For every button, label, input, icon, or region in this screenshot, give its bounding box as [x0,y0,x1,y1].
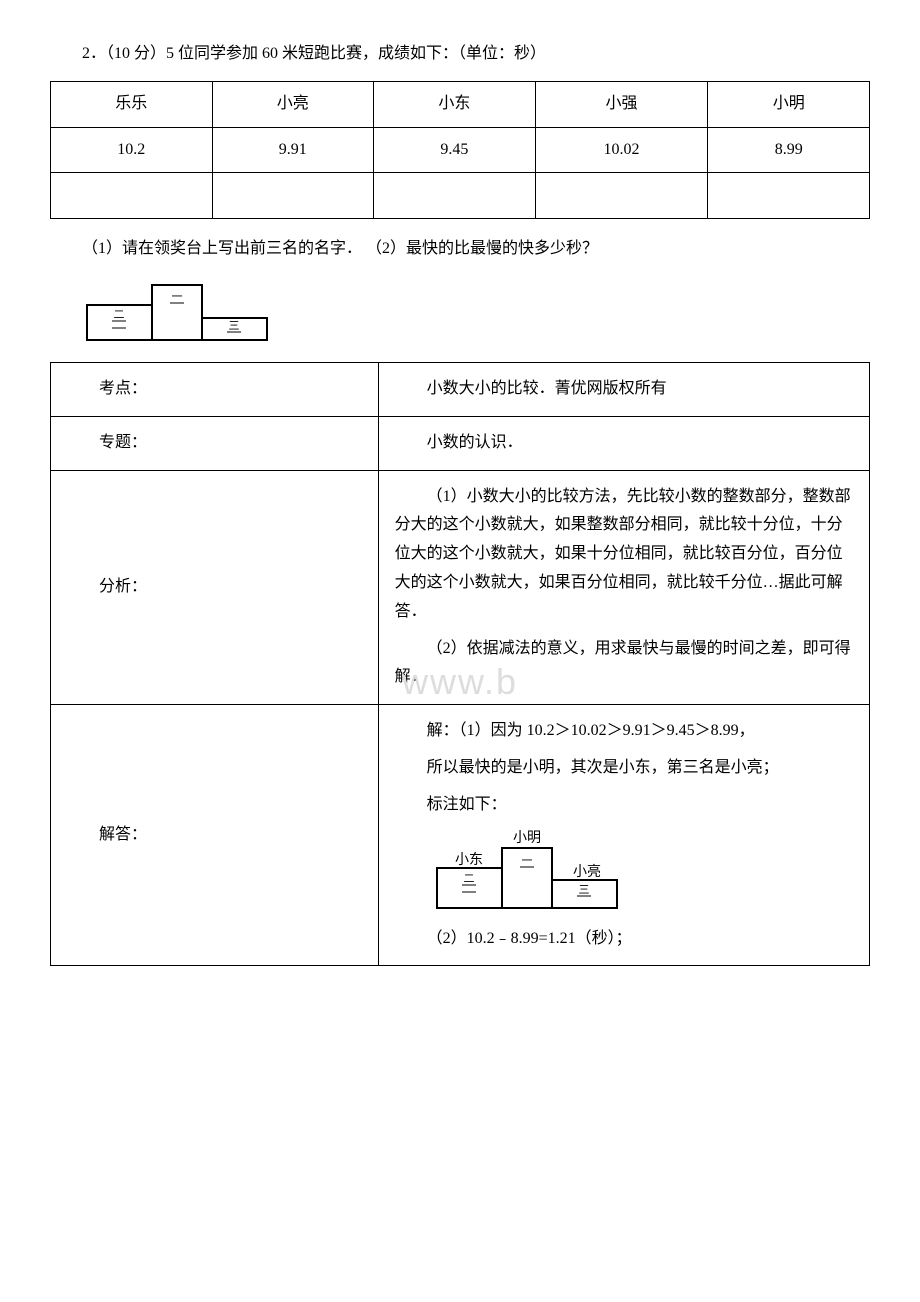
podium-name-third: 小亮 [573,863,601,880]
analysis-label: 分析： [51,470,379,705]
analysis-row-jieda: 解答： 解：（1）因为 10.2＞10.02＞9.91＞9.45＞8.99， 所… [51,705,870,966]
svg-text:三: 三 [578,884,589,896]
empty-cell [374,173,536,219]
analysis-content: （1）小数大小的比较方法，先比较小数的整数部分，整数部分大的这个小数就大，如果整… [378,470,869,705]
podium-name-second: 小东 [455,852,483,868]
sub-question-1: （1）请在领奖台上写出前三名的名字． [82,240,362,257]
value-cell: 10.02 [535,127,708,173]
table-empty-row [51,173,870,219]
content-para: 解：（1）因为 10.2＞10.02＞9.91＞9.45＞8.99， [395,717,853,746]
svg-text:二: 二 [463,873,474,885]
analysis-row-zhuanti: 专题： 小数的认识． [51,416,870,470]
value-cell: 9.91 [212,127,374,173]
podium-answer-diagram: 小明 小东 小亮 一 二 三 [427,828,853,913]
value-cell: 10.2 [51,127,213,173]
header-cell: 乐乐 [51,81,213,127]
content-para: （1）小数大小的比较方法，先比较小数的整数部分，整数部分大的这个小数就大，如果整… [395,483,853,627]
content-para: 标注如下： [395,791,853,820]
header-cell: 小亮 [212,81,374,127]
content-para: 所以最快的是小明，其次是小东，第三名是小亮； [395,754,853,783]
sub-question-line: （1）请在领奖台上写出前三名的名字． （2）最快的比最慢的快多少秒？ [50,235,870,264]
question-stem: 2．（10 分）5 位同学参加 60 米短跑比赛，成绩如下：（单位：秒） [50,40,870,69]
analysis-label: 专题： [51,416,379,470]
analysis-row-kaodian: 考点： 小数大小的比较．菁优网版权所有 [51,362,870,416]
analysis-label: 考点： [51,362,379,416]
empty-cell [535,173,708,219]
content-para: （2）依据减法的意义，用求最快与最慢的时间之差，即可得解． [395,635,853,693]
table-values-row: 10.2 9.91 9.45 10.02 8.99 [51,127,870,173]
value-cell: 9.45 [374,127,536,173]
analysis-table: 考点： 小数大小的比较．菁优网版权所有 专题： 小数的认识． 分析： （1）小数… [50,362,870,966]
header-cell: 小明 [708,81,870,127]
podium-label-3: 三 [229,320,240,332]
content-para: （2）10.2﹣8.99=1.21（秒）； [395,925,853,954]
empty-cell [51,173,213,219]
scores-table: 乐乐 小亮 小东 小强 小明 10.2 9.91 9.45 10.02 8.99 [50,81,870,219]
podium-name-top: 小明 [513,830,541,846]
content-para: 小数的认识． [395,429,853,458]
podium-label-1: 一 [172,291,183,303]
podium-label-2: 二 [114,309,125,321]
podium-answer-svg-icon: 小明 小东 小亮 一 二 三 [427,828,627,913]
value-cell: 8.99 [708,127,870,173]
empty-cell [212,173,374,219]
svg-text:一: 一 [521,855,532,867]
page-root: www.b 2．（10 分）5 位同学参加 60 米短跑比赛，成绩如下：（单位：… [50,40,870,966]
podium-svg-icon: 一 二 三 [82,280,272,342]
content-para: 小数大小的比较．菁优网版权所有 [395,375,853,404]
sub-question-2: （2）最快的比最慢的快多少秒？ [366,240,598,257]
empty-cell [708,173,870,219]
header-cell: 小强 [535,81,708,127]
analysis-content: 小数的认识． [378,416,869,470]
analysis-label: 解答： [51,705,379,966]
table-header-row: 乐乐 小亮 小东 小强 小明 [51,81,870,127]
analysis-row-fenxi: 分析： （1）小数大小的比较方法，先比较小数的整数部分，整数部分大的这个小数就大… [51,470,870,705]
header-cell: 小东 [374,81,536,127]
analysis-content: 小数大小的比较．菁优网版权所有 [378,362,869,416]
podium-blank-diagram: 一 二 三 [82,280,870,342]
analysis-content: 解：（1）因为 10.2＞10.02＞9.91＞9.45＞8.99， 所以最快的… [378,705,869,966]
